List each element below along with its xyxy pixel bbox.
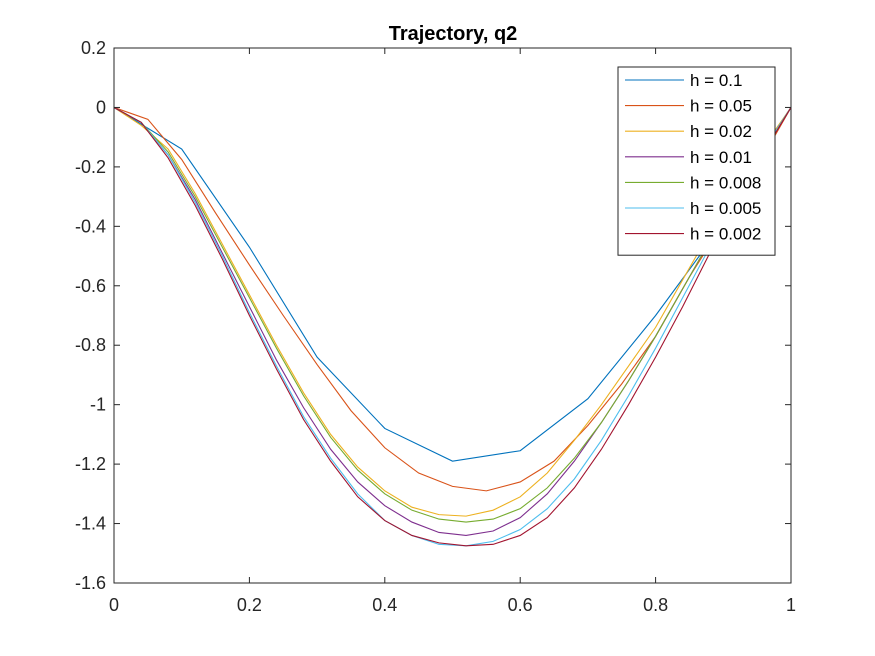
legend-entry-label: h = 0.02 [690, 122, 752, 141]
y-tick-label: -0.2 [75, 157, 106, 177]
y-tick-label: 0 [96, 97, 106, 117]
legend-entry-label: h = 0.002 [690, 225, 761, 244]
x-tick-label: 0.2 [237, 595, 262, 615]
series-line-3 [114, 106, 791, 517]
series-line-6 [114, 106, 791, 547]
legend-entry-label: h = 0.008 [690, 173, 761, 192]
x-tick-label: 0.8 [643, 595, 668, 615]
y-tick-label: -1.4 [75, 514, 106, 534]
chart-title: Trajectory, q2 [389, 23, 518, 45]
plot-area [114, 106, 791, 547]
y-tick-label: -1.6 [75, 573, 106, 593]
series-line-7 [114, 106, 791, 547]
x-tick-label: 0 [109, 595, 119, 615]
series-group [114, 106, 791, 547]
y-tick-label: -0.8 [75, 335, 106, 355]
series-line-5 [114, 106, 791, 523]
y-tick-label: 0.2 [81, 38, 106, 58]
y-tick-label: -0.6 [75, 276, 106, 296]
series-line-1 [114, 106, 791, 462]
legend-entry-label: h = 0.01 [690, 148, 752, 167]
legend-box [617, 66, 776, 256]
x-tick-label: 0.6 [508, 595, 533, 615]
y-tick-label: -1 [90, 395, 106, 415]
y-tick-label: -0.4 [75, 216, 106, 236]
legend-entry-label: h = 0.05 [690, 97, 752, 116]
x-tick-label: 0.4 [372, 595, 397, 615]
axes: 0 0.2 0.4 0.6 0.8 1 0.2 0 -0.2 -0.4 -0.6 -0.8 -1 -1.2… [75, 38, 796, 615]
axes-box [113, 47, 792, 584]
legend: h = 0.1 h = 0.05 h = 0.02 h = 0.01 h = 0.008… [617, 66, 776, 256]
legend-entry-label: h = 0.1 [690, 71, 742, 90]
legend-entry-label: h = 0.005 [690, 199, 761, 218]
y-tick-label: -1.2 [75, 454, 106, 474]
x-tick-label: 1 [786, 595, 796, 615]
